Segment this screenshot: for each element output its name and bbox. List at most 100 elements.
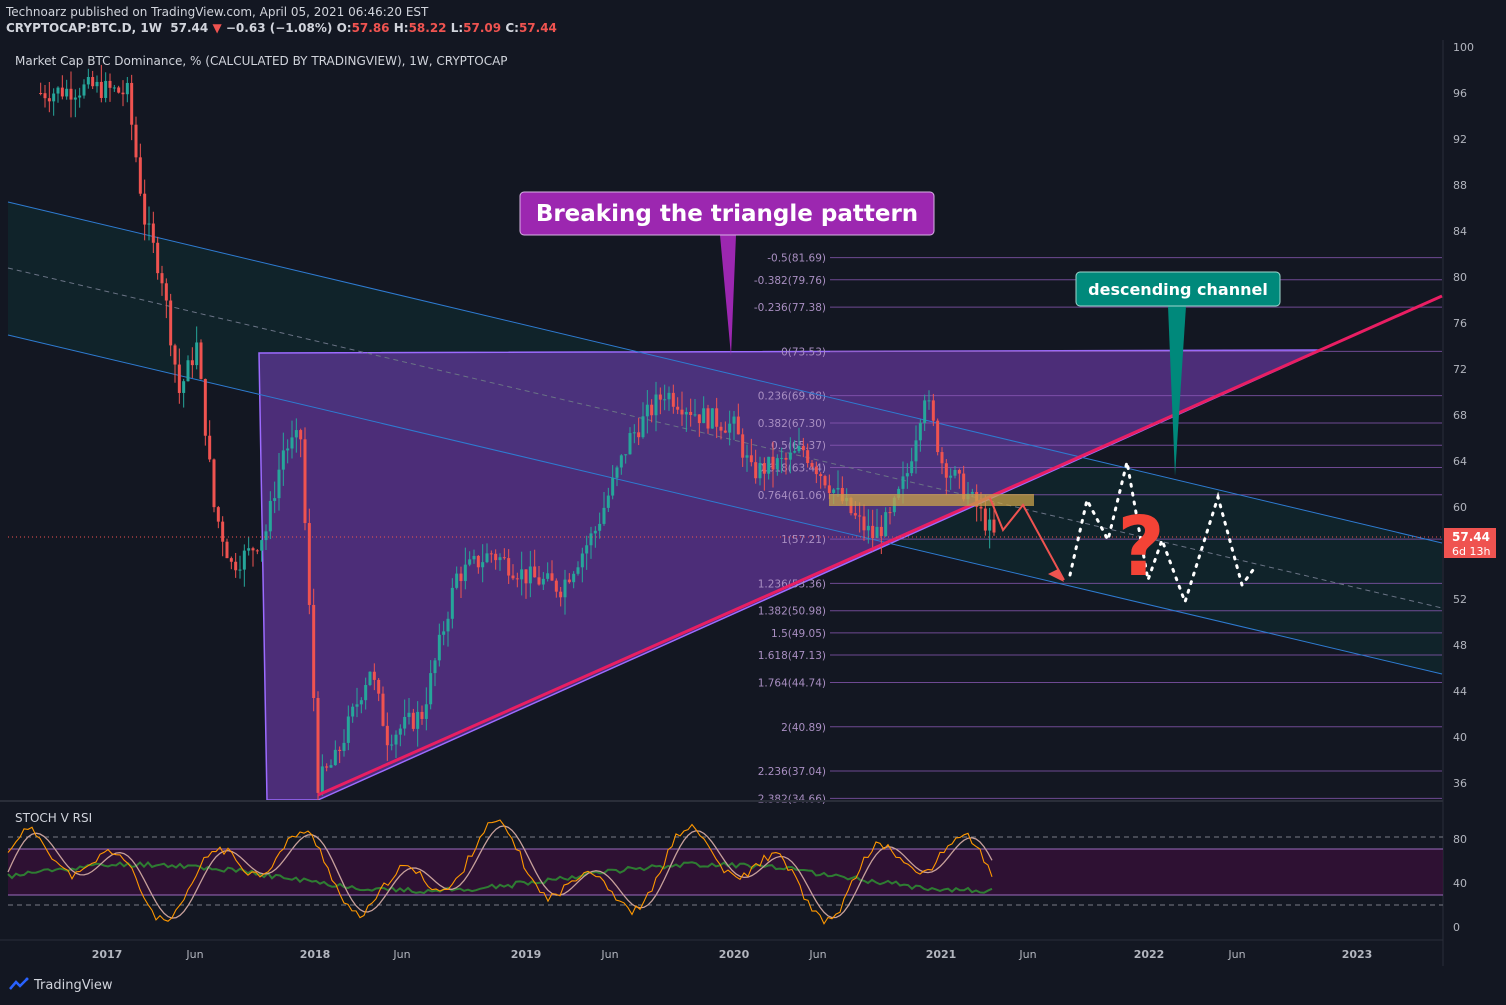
time-axis-label: Jun [1227,948,1245,961]
candle-body [970,491,974,494]
fib-level-label: 1.618(47.13) [758,650,826,662]
candle-body [416,711,420,729]
candle-body [112,87,116,89]
candle-body [138,157,142,194]
candle-body [940,452,944,464]
candle-body [359,700,363,705]
candle-body [693,414,697,416]
candle-body [173,345,177,365]
candle-body [316,697,320,793]
candle-body [684,411,688,415]
candle-body [56,87,60,94]
candle-body [216,507,220,522]
price-tick-label: 52 [1453,593,1467,606]
price-tick-label: 72 [1453,363,1467,376]
price-chart[interactable]: -0.5(81.69) -0.382(79.76) -0.236(77.38) 0(7… [0,0,1506,966]
stoch-rsi-axis-ticks: 80 40 0 [1453,833,1467,934]
price-tick-label: 64 [1453,455,1467,468]
fib-retracement: -0.5(81.69) -0.382(79.76) -0.236(77.38) 0(7… [754,253,1442,805]
price-tick-label: 92 [1453,133,1467,146]
candle-body [481,562,485,568]
candle-body [576,567,580,574]
candle-body [307,523,311,605]
channel-upper-line [7,201,1443,544]
candle-body [628,433,632,455]
tradingview-brand[interactable]: TradingView [34,978,113,993]
last-price-tag-value: 57.44 [1452,530,1490,544]
candle-body [927,400,931,402]
candle-body [182,381,186,393]
candle-body [320,766,324,793]
tradingview-logo-icon[interactable] [9,977,29,993]
forecast-dotted-path [1068,461,1255,607]
candle-body [325,766,329,768]
candle-body [489,553,493,555]
candle-body [260,540,264,551]
candle-body [190,360,194,366]
candle-body [95,81,99,87]
candle-body [650,404,654,416]
price-tick-label: 68 [1453,409,1467,422]
forecast-red-arrowhead [1048,569,1064,582]
candle-body [147,223,151,225]
candle-body [476,555,480,568]
candle-body [602,507,606,524]
fib-level-label: -0.382(79.76) [754,275,826,287]
candle-body [91,77,95,87]
low-value: 57.09 [463,21,502,35]
support-trendline [317,294,1443,797]
candle-body [225,541,229,559]
candle-body [333,749,337,766]
candle-body [611,477,615,496]
candle-body [86,77,90,85]
fib-level-label: 0.618(63.44) [758,462,826,474]
candle-body [346,716,350,743]
price-tick-label: 96 [1453,87,1467,100]
publisher-line: Technoarz published on TradingView.com, … [6,5,429,19]
candle-body [788,452,792,460]
time-axis-label: Jun [600,948,618,961]
annotation-descending-channel[interactable]: descending channel [1075,271,1281,476]
candle-body [143,193,147,225]
candle-body [73,97,77,100]
fib-level-label: 2(40.89) [781,722,826,734]
candle-body [446,618,450,632]
fib-level-label: 0.236(69.68) [758,391,826,403]
candle-body [82,84,86,96]
candle-body [758,463,762,479]
candle-body [394,734,398,745]
time-axis[interactable]: 2017 Jun 2018 Jun 2019 Jun 2020 Jun 2021 Jun 2022 J… [92,948,1373,961]
annotation-breaking-triangle[interactable]: Breaking the triangle pattern [519,191,935,356]
candle-body [377,679,381,694]
annotation-breaking-triangle-text: Breaking the triangle pattern [536,201,918,227]
candle-body [494,553,498,561]
candle-body [875,526,879,539]
candle-body [299,430,303,440]
candle-body [598,523,602,531]
symbol-name[interactable]: CRYPTOCAP:BTC.D, 1W [6,21,162,35]
indicator-tick-label: 80 [1453,833,1467,846]
time-axis-label: 2017 [92,948,123,961]
candle-body [667,392,671,400]
candle-body [442,631,446,635]
candle-body [104,80,108,98]
candle-body [242,550,246,570]
time-axis-label: 2018 [300,948,331,961]
candle-body [294,430,298,438]
time-axis-label: 2023 [1342,948,1373,961]
candle-body [156,242,160,274]
candle-body [819,474,823,477]
question-mark-icon: ? [1117,500,1165,595]
candle-body [914,440,918,462]
price-axis[interactable] [1443,40,1506,966]
candle-body [797,446,801,452]
candle-body [533,566,537,578]
candle-body [502,557,506,559]
candle-body [407,712,411,717]
candle-body [368,671,372,686]
candle-body [429,673,433,705]
channel-middle-line [7,267,1443,609]
candle-body [247,548,251,551]
candle-body [862,516,866,531]
candle-body [99,81,103,98]
